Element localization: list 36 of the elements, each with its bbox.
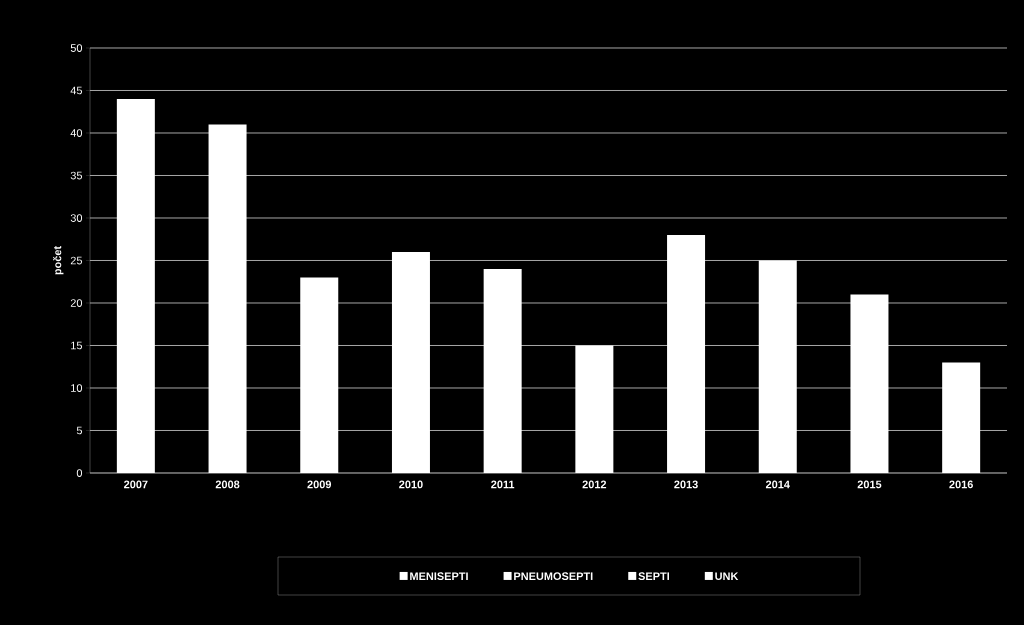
x-tick-label: 2013	[674, 480, 698, 489]
y-axis-title: počet	[53, 246, 64, 275]
x-tick-label: 2010	[399, 480, 423, 489]
x-tick-label: 2007	[124, 480, 148, 489]
x-tick-label: 2008	[215, 480, 240, 489]
bar	[300, 277, 339, 473]
bar	[483, 269, 522, 473]
x-tick-label: 2009	[307, 480, 332, 489]
y-tick-label: 5	[76, 426, 83, 435]
x-tick-label: 2012	[582, 480, 607, 489]
bar	[116, 99, 155, 473]
text: SEPTI	[638, 572, 670, 581]
x-tick-label: 2014	[765, 480, 790, 489]
y-tick-label: 10	[71, 384, 83, 392]
x-tick-label: 2016	[949, 480, 973, 489]
y-tick-label: 45	[70, 86, 83, 95]
y-tick-label: 15	[71, 341, 83, 350]
bar	[575, 345, 614, 473]
y-tick-label: 0	[76, 469, 83, 477]
x-tick-label: 2011	[491, 480, 515, 489]
y-tick-label: 30	[70, 214, 83, 222]
text: PNEUMOSEPTI	[514, 572, 593, 581]
bar	[942, 362, 981, 473]
bar	[667, 235, 706, 473]
text: MENISEPTI	[410, 572, 468, 581]
y-tick-label: 20	[70, 299, 83, 307]
y-tick-label: 25	[70, 256, 83, 265]
bar	[391, 252, 430, 473]
y-tick-label: 35	[70, 171, 83, 180]
y-tick-label: 40	[70, 129, 83, 137]
x-tick-label: 2015	[857, 480, 882, 489]
bar	[208, 124, 247, 473]
bar	[850, 294, 889, 473]
y-tick-label: 50	[70, 44, 83, 52]
text: UNK	[715, 572, 739, 581]
bar	[758, 260, 797, 473]
